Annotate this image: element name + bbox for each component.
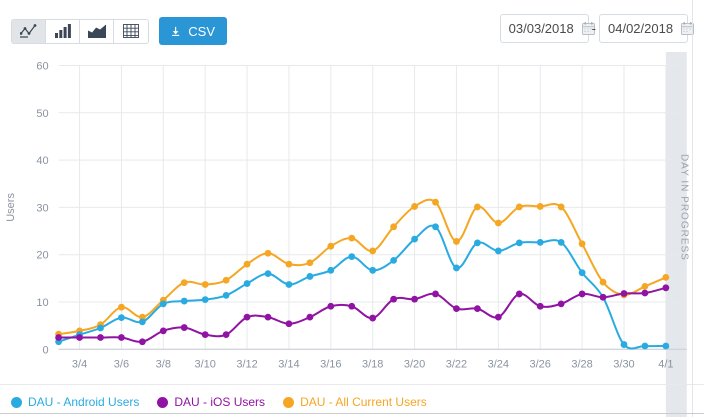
svg-text:10: 10: [36, 297, 48, 309]
svg-text:3/30: 3/30: [613, 358, 634, 370]
svg-text:60: 60: [36, 61, 48, 73]
svg-text:3/20: 3/20: [404, 358, 425, 370]
svg-text:DAY IN PROGRESS: DAY IN PROGRESS: [678, 154, 689, 261]
svg-text:3/14: 3/14: [278, 358, 299, 370]
svg-text:3/4: 3/4: [72, 358, 87, 370]
svg-text:3/24: 3/24: [488, 358, 509, 370]
svg-text:3/8: 3/8: [156, 358, 171, 370]
svg-text:3/16: 3/16: [320, 358, 341, 370]
svg-text:40: 40: [36, 155, 48, 167]
svg-text:3/28: 3/28: [571, 358, 592, 370]
svg-text:3/26: 3/26: [530, 358, 551, 370]
svg-text:3/22: 3/22: [446, 358, 467, 370]
svg-text:20: 20: [36, 250, 48, 262]
svg-text:3/12: 3/12: [236, 358, 257, 370]
svg-text:3/6: 3/6: [114, 358, 129, 370]
svg-text:0: 0: [42, 344, 48, 356]
svg-text:50: 50: [36, 108, 48, 120]
svg-text:4/1: 4/1: [658, 358, 673, 370]
svg-text:3/18: 3/18: [362, 358, 383, 370]
svg-text:30: 30: [36, 202, 48, 214]
svg-text:3/10: 3/10: [194, 358, 215, 370]
svg-text:Users: Users: [5, 193, 17, 222]
